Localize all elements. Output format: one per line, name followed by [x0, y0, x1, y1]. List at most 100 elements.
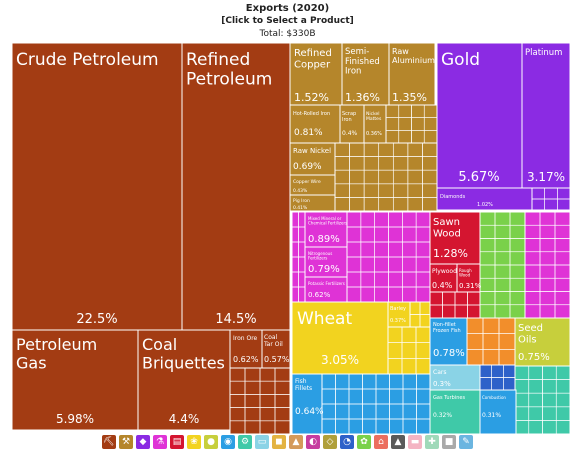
- tile-label-coal-tar-oil: Tar Oil: [263, 341, 283, 348]
- transportation-glyph: ▭: [257, 437, 267, 447]
- tile-coal-briquettes[interactable]: [137, 329, 231, 431]
- transportation-icon[interactable]: ▭: [255, 435, 269, 449]
- tile-plywood[interactable]: [429, 263, 458, 293]
- tile-share-hot-rolled-iron: 0.81%: [294, 128, 323, 138]
- tile-share-copper-wire: 0.43%: [293, 188, 308, 194]
- precious-stones-icon[interactable]: ◆: [136, 435, 150, 449]
- vegetable-small-tiles[interactable]: [387, 326, 431, 375]
- precious-stones-glyph: ◆: [139, 437, 147, 447]
- animal-hides-glyph: ◐: [309, 437, 317, 447]
- animal-products-icon[interactable]: ◉: [221, 435, 235, 449]
- stone-glass-icon[interactable]: ◇: [323, 435, 337, 449]
- paper-goods-icon[interactable]: ▬: [408, 435, 422, 449]
- misc-small-tiles[interactable]: [466, 317, 516, 366]
- tile-potassic-fertilizers[interactable]: [304, 276, 348, 303]
- textiles-icon[interactable]: ✿: [357, 435, 371, 449]
- chemicals-icon[interactable]: ⚗: [153, 435, 167, 449]
- tile-refined-copper[interactable]: [289, 42, 343, 106]
- tile-label-semi-finished-iron: Finished: [345, 57, 380, 67]
- tile-label-seed-oils: Oils: [518, 335, 537, 346]
- tile-cars[interactable]: [429, 364, 481, 391]
- tile-share-raw-aluminium: 1.35%: [392, 91, 427, 104]
- plastics-icon[interactable]: ◼: [272, 435, 286, 449]
- tile-label-refined-copper: Copper: [294, 60, 331, 71]
- miscellaneous-icon[interactable]: ■: [442, 435, 456, 449]
- tile-mixed-mineral-or-chemical-fertilizers[interactable]: [304, 211, 348, 248]
- tile-iron-ore[interactable]: [229, 329, 263, 369]
- instruments-icon[interactable]: ◔: [340, 435, 354, 449]
- tile-wheat[interactable]: [291, 301, 389, 375]
- machines-icon[interactable]: ⚙: [238, 435, 252, 449]
- tile-label-platinum: Platinum: [525, 48, 562, 58]
- tile-label-diamonds: Diamonds: [440, 194, 466, 200]
- tile-label-mixed-mineral-or-chemical-fertilizers: Chemical Fertilizers: [308, 221, 347, 226]
- weapons-icon[interactable]: ▲: [391, 435, 405, 449]
- tile-share-fish-fillets: 0.64%: [295, 407, 324, 417]
- tile-share-refined-petroleum: 14.5%: [215, 312, 256, 327]
- tile-share-coal-briquettes: 4.4%: [169, 412, 200, 426]
- tile-share-nickel-mattes: 0.36%: [366, 131, 382, 137]
- mineral-products-glyph: ▲: [292, 437, 300, 447]
- tile-raw-nickel[interactable]: [289, 142, 336, 176]
- tile-raw-aluminium[interactable]: [388, 42, 436, 106]
- tile-semi-finished-iron[interactable]: [341, 42, 390, 106]
- tile-rough-wood[interactable]: [456, 263, 481, 293]
- tile-fish-fillets[interactable]: [291, 373, 323, 435]
- tile-sawn-wood[interactable]: [429, 211, 481, 265]
- tile-petroleum-gas[interactable]: [11, 329, 139, 431]
- metals-icon[interactable]: ⚒: [119, 435, 133, 449]
- tile-share-seed-oils: 0.75%: [518, 352, 550, 363]
- tile-nickel-mattes[interactable]: [363, 104, 387, 144]
- tile-label-raw-nickel: Raw Nickel: [293, 147, 331, 155]
- minerals-icon[interactable]: ⛏: [102, 435, 116, 449]
- tile-diamonds[interactable]: [436, 187, 533, 211]
- tile-scrap-iron[interactable]: [339, 104, 365, 144]
- animal-products-glyph: ◉: [224, 437, 232, 447]
- tile-crude-petroleum[interactable]: [11, 42, 183, 331]
- mineral-products-icon[interactable]: ▲: [289, 435, 303, 449]
- vegetable-products-icon[interactable]: ❀: [187, 435, 201, 449]
- metals-glyph: ⚒: [121, 437, 131, 447]
- tile-platinum[interactable]: [521, 42, 571, 189]
- textiles-glyph: ✿: [360, 437, 368, 447]
- tile-label-non-fillet-frozen-fish: Non-fillet: [433, 322, 456, 328]
- tile-combustion[interactable]: [479, 389, 517, 435]
- footwear-icon[interactable]: ⌂: [374, 435, 388, 449]
- tile-pig-iron[interactable]: [289, 194, 336, 212]
- foodstuffs-glyph: ●: [207, 437, 215, 447]
- minerals-small-tiles-cell: [274, 420, 291, 435]
- wood-products-icon[interactable]: ▤: [170, 435, 184, 449]
- tile-share-platinum: 3.17%: [527, 170, 565, 184]
- tile-nitrogenous-fertilizers[interactable]: [304, 246, 348, 278]
- tile-label-raw-aluminium: Raw: [392, 47, 409, 56]
- tile-non-fillet-frozen-fish[interactable]: [429, 317, 468, 366]
- paper-goods-glyph: ▬: [410, 437, 420, 447]
- tile-label-rough-wood: Wood: [459, 273, 471, 278]
- tile-share-semi-finished-iron: 1.36%: [345, 91, 380, 104]
- tile-label-sawn-wood: Wood: [433, 229, 461, 240]
- arts-icon[interactable]: ✎: [459, 435, 473, 449]
- service-icon[interactable]: ✚: [425, 435, 439, 449]
- tile-share-iron-ore: 0.62%: [233, 355, 259, 364]
- tile-coal-tar-oil[interactable]: [261, 329, 291, 369]
- animal-hides-icon[interactable]: ◐: [306, 435, 320, 449]
- tile-seed-oils[interactable]: [514, 317, 571, 367]
- tile-label-copper-wire: Copper Wire: [293, 179, 321, 185]
- tile-barley[interactable]: [387, 301, 411, 328]
- foodstuffs-icon[interactable]: ●: [204, 435, 218, 449]
- metals-small-tiles[interactable]: [334, 142, 438, 212]
- tile-label-semi-finished-iron: Semi-: [345, 47, 369, 57]
- tile-label-refined-copper: Refined: [294, 48, 332, 59]
- machines-glyph: ⚙: [240, 437, 250, 447]
- tile-label-coal-briquettes: Briquettes: [142, 353, 225, 372]
- select-product-link[interactable]: [Click to Select a Product]: [221, 16, 354, 26]
- tile-gold[interactable]: [436, 42, 523, 189]
- tile-share-gas-turbines: 0.32%: [433, 412, 452, 419]
- tile-share-pig-iron: 0.41%: [293, 205, 308, 211]
- tile-label-coal-tar-oil: Coal: [264, 334, 278, 341]
- minerals-glyph: ⛏: [103, 437, 115, 447]
- tile-label-refined-petroleum: Refined: [186, 50, 250, 70]
- tile-label-petroleum-gas: Petroleum: [16, 335, 97, 354]
- tile-label-semi-finished-iron: Iron: [345, 67, 361, 77]
- tile-label-pig-iron: Pig Iron: [293, 198, 310, 204]
